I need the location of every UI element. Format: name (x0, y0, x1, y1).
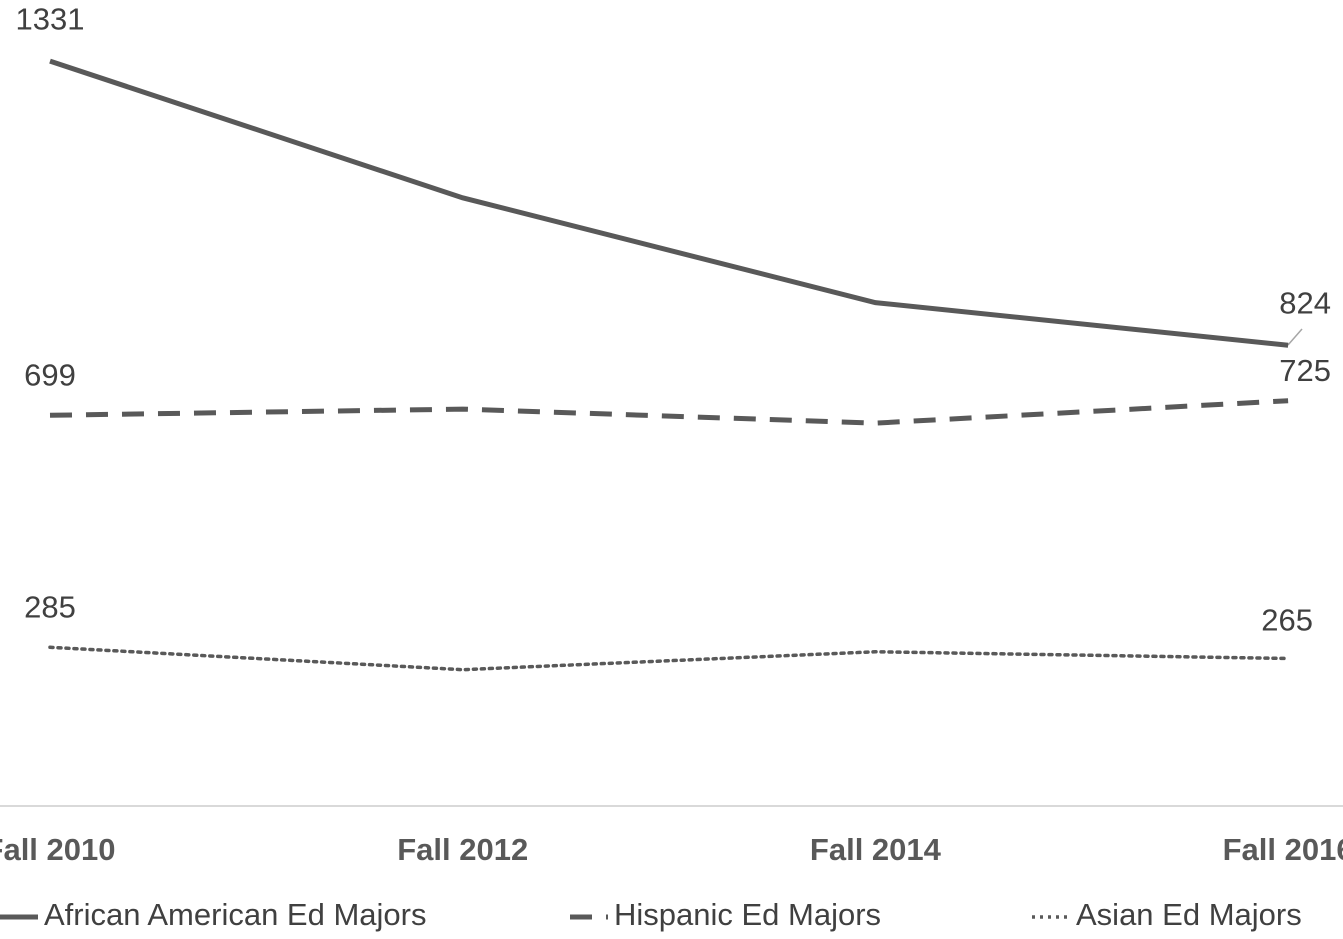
x-tick-label: Fall 2016 (1223, 832, 1343, 867)
legend-label: Asian Ed Majors (1076, 897, 1302, 932)
series-line (49, 398, 1289, 426)
legend-label: Hispanic Ed Majors (614, 897, 881, 932)
series-line (49, 58, 1289, 348)
series-line (48, 645, 1290, 672)
data-label: 265 (1261, 603, 1313, 638)
legend-label: African American Ed Majors (44, 897, 426, 932)
data-label: 1331 (16, 1, 85, 36)
data-label: 725 (1279, 353, 1331, 388)
leader-line (1287, 328, 1303, 346)
x-tick-label: Fall 2010 (0, 832, 115, 867)
data-label: 285 (24, 589, 76, 624)
data-label: 824 (1279, 285, 1331, 320)
data-label: 699 (24, 357, 76, 392)
x-tick-label: Fall 2012 (397, 832, 528, 867)
x-tick-label: Fall 2014 (810, 832, 942, 867)
